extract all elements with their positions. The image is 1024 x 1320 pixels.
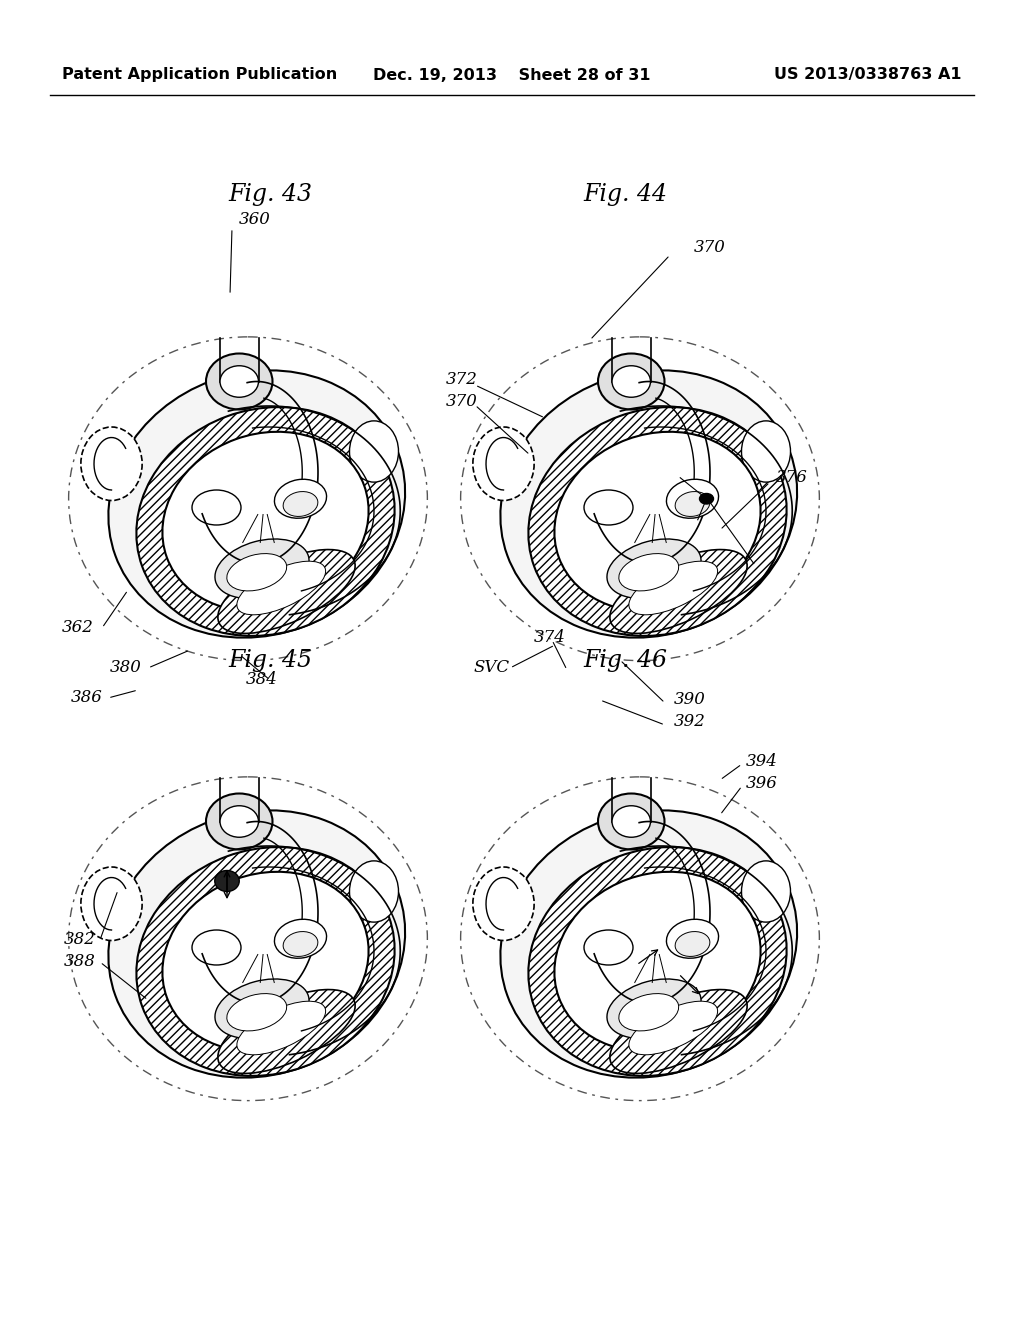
Ellipse shape: [501, 371, 797, 638]
Ellipse shape: [473, 426, 535, 500]
Ellipse shape: [215, 979, 309, 1039]
Ellipse shape: [741, 861, 791, 923]
Ellipse shape: [667, 479, 719, 519]
Text: 374: 374: [535, 630, 566, 647]
Ellipse shape: [283, 491, 317, 516]
Ellipse shape: [237, 1001, 326, 1055]
Ellipse shape: [610, 990, 748, 1073]
Text: 396: 396: [746, 776, 778, 792]
Ellipse shape: [629, 561, 718, 615]
Ellipse shape: [618, 553, 679, 591]
Ellipse shape: [349, 861, 398, 923]
Text: Fig. 46: Fig. 46: [583, 648, 667, 672]
Text: 386: 386: [71, 689, 103, 706]
Ellipse shape: [528, 407, 786, 636]
Text: 390: 390: [674, 692, 706, 709]
Ellipse shape: [206, 354, 272, 409]
Text: 394: 394: [746, 754, 778, 771]
Text: 360: 360: [239, 211, 271, 228]
Ellipse shape: [598, 793, 665, 850]
Ellipse shape: [584, 931, 633, 965]
Text: 370: 370: [694, 239, 726, 256]
Text: 382: 382: [65, 932, 96, 949]
Ellipse shape: [528, 847, 786, 1076]
Ellipse shape: [81, 867, 142, 940]
Text: 388: 388: [65, 953, 96, 970]
Text: 380: 380: [110, 660, 142, 676]
Text: 370: 370: [446, 393, 478, 411]
Ellipse shape: [501, 810, 797, 1077]
Ellipse shape: [237, 561, 326, 615]
Ellipse shape: [554, 871, 761, 1051]
Ellipse shape: [473, 867, 535, 940]
Ellipse shape: [610, 549, 748, 634]
Ellipse shape: [215, 870, 240, 891]
Text: 384: 384: [246, 672, 278, 689]
Ellipse shape: [220, 805, 258, 837]
Ellipse shape: [193, 931, 241, 965]
Ellipse shape: [349, 421, 398, 482]
Ellipse shape: [109, 371, 406, 638]
Ellipse shape: [136, 407, 394, 636]
Text: SVC: SVC: [474, 660, 510, 676]
Ellipse shape: [274, 919, 327, 958]
Ellipse shape: [163, 871, 369, 1051]
Ellipse shape: [274, 479, 327, 519]
Text: Fig. 44: Fig. 44: [583, 183, 667, 206]
Ellipse shape: [554, 432, 761, 611]
Ellipse shape: [163, 432, 369, 611]
Ellipse shape: [283, 932, 317, 957]
Ellipse shape: [109, 810, 406, 1077]
Text: 362: 362: [62, 619, 94, 636]
Ellipse shape: [675, 932, 710, 957]
Ellipse shape: [81, 426, 142, 500]
Text: 372: 372: [446, 371, 478, 388]
Ellipse shape: [741, 421, 791, 482]
Ellipse shape: [699, 494, 714, 504]
Ellipse shape: [598, 354, 665, 409]
Ellipse shape: [584, 490, 633, 525]
Text: Dec. 19, 2013  Sheet 28 of 31: Dec. 19, 2013 Sheet 28 of 31: [374, 67, 650, 82]
Text: 392: 392: [674, 714, 706, 730]
Ellipse shape: [612, 805, 650, 837]
Ellipse shape: [227, 553, 287, 591]
Ellipse shape: [206, 793, 272, 850]
Ellipse shape: [218, 990, 355, 1073]
Ellipse shape: [629, 1001, 718, 1055]
Ellipse shape: [667, 919, 719, 958]
Ellipse shape: [612, 366, 650, 397]
Ellipse shape: [136, 847, 394, 1076]
Ellipse shape: [675, 491, 710, 516]
Ellipse shape: [220, 366, 258, 397]
Text: Patent Application Publication: Patent Application Publication: [62, 67, 337, 82]
Ellipse shape: [215, 539, 309, 598]
Text: US 2013/0338763 A1: US 2013/0338763 A1: [774, 67, 962, 82]
Ellipse shape: [618, 994, 679, 1031]
Text: Fig. 45: Fig. 45: [228, 648, 312, 672]
Ellipse shape: [607, 539, 701, 598]
Ellipse shape: [607, 979, 701, 1039]
Ellipse shape: [227, 994, 287, 1031]
Ellipse shape: [218, 549, 355, 634]
Text: Fig. 43: Fig. 43: [228, 183, 312, 206]
Text: 376: 376: [776, 470, 808, 487]
Ellipse shape: [193, 490, 241, 525]
